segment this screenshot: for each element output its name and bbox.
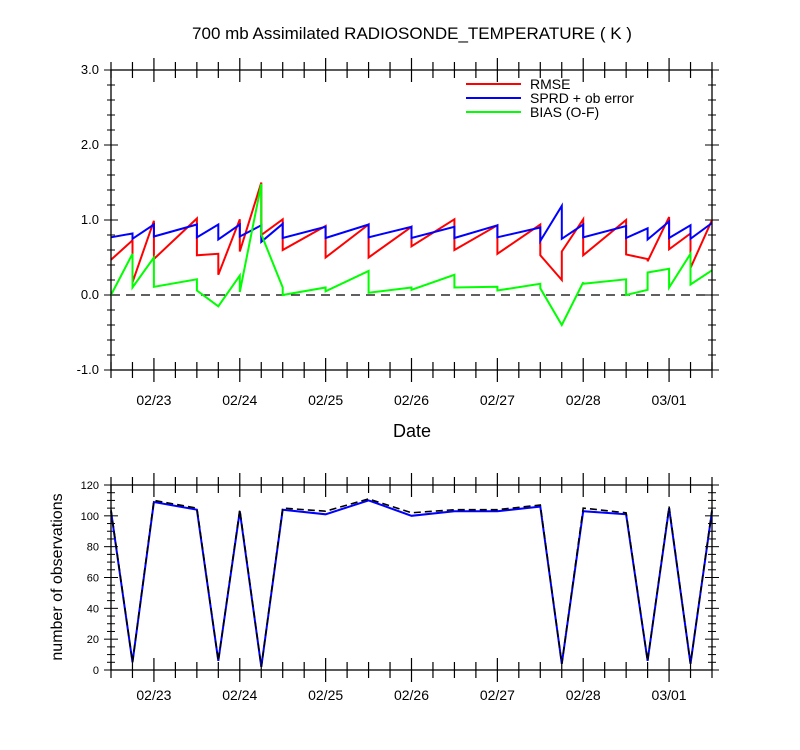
y-tick-label: 40 xyxy=(87,603,99,615)
top-x-axis-label: Date xyxy=(393,421,431,441)
x-tick-label: 02/24 xyxy=(222,687,257,703)
y-tick-label: 0 xyxy=(93,665,99,677)
x-tick-label: 02/23 xyxy=(136,392,171,408)
x-tick-label: 02/27 xyxy=(480,392,515,408)
y-tick-label: 20 xyxy=(87,634,99,646)
x-tick-label: 02/26 xyxy=(394,392,429,408)
x-tick-label: 03/01 xyxy=(652,687,687,703)
bottom-chart: 0 20 40 60 80 100 120 02/23 02/24 02/25 02/26 02/27… xyxy=(81,473,719,703)
top-chart: -1.0 0.0 1.0 2.0 3.0 02/23 02/24 02/25 02/26 02/2… xyxy=(77,58,719,408)
y-tick-label: 2.0 xyxy=(81,137,99,152)
top-chart-title: 700 mb Assimilated RADIOSONDE_TEMPERATUR… xyxy=(192,24,632,43)
x-tick-label: 02/24 xyxy=(222,392,257,408)
series-line-bias-o-f xyxy=(110,183,713,328)
y-tick-label: 120 xyxy=(81,480,99,492)
x-tick-label: 02/28 xyxy=(566,392,601,408)
y-tick-label: -1.0 xyxy=(77,362,99,377)
bottom-y-axis-label: number of observations xyxy=(49,493,66,660)
legend-label: SPRD + ob error xyxy=(530,90,634,106)
series-line-solid-0 xyxy=(110,499,713,668)
y-tick-label: 1.0 xyxy=(81,212,99,227)
series-line-dashed-1 xyxy=(110,498,713,668)
plot-frame xyxy=(110,69,713,371)
y-tick-label: 0.0 xyxy=(81,287,99,302)
x-tick-label: 02/25 xyxy=(308,687,343,703)
x-tick-label: 02/23 xyxy=(136,687,171,703)
legend-label: BIAS (O-F) xyxy=(530,104,599,120)
y-tick-label: 3.0 xyxy=(81,62,99,77)
y-tick-label: 60 xyxy=(87,573,99,585)
x-tick-label: 02/27 xyxy=(480,687,515,703)
series-line-sprd-ob-error xyxy=(110,202,713,245)
legend-label: RMSE xyxy=(530,76,570,92)
x-tick-label: 02/26 xyxy=(394,687,429,703)
y-tick-label: 100 xyxy=(81,511,99,523)
x-tick-label: 03/01 xyxy=(652,392,687,408)
y-tick-label: 80 xyxy=(87,542,99,554)
plot-frame xyxy=(110,484,713,671)
x-tick-label: 02/28 xyxy=(566,687,601,703)
x-tick-label: 02/25 xyxy=(308,392,343,408)
